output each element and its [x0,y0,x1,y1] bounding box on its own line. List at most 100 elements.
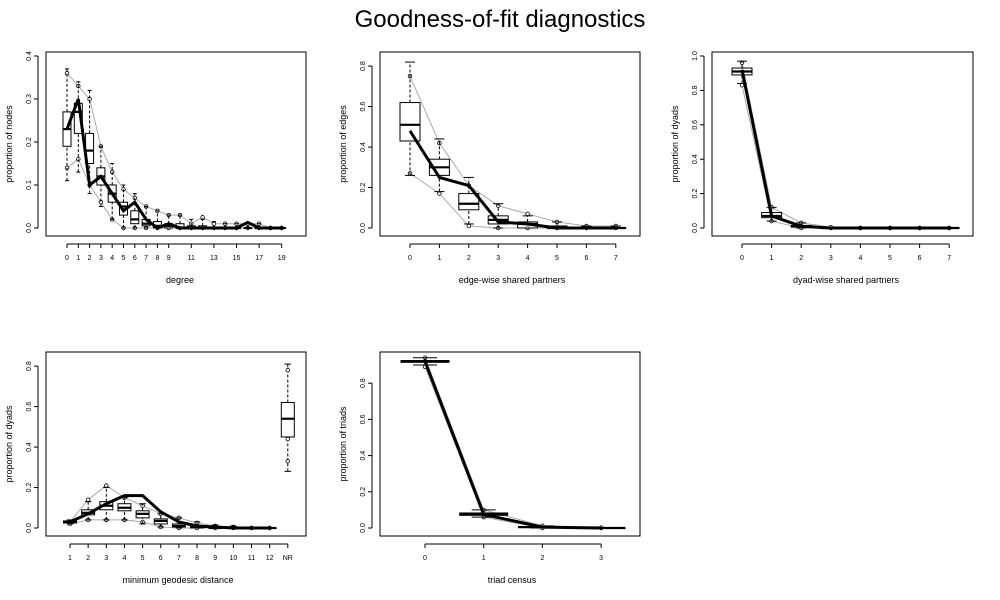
x-tick-label: 2 [86,555,90,562]
x-tick-label: 11 [188,255,195,262]
x-tick-label: 2 [467,255,471,262]
envelope-low-point [437,191,442,196]
x-tick-label: 1 [76,255,80,262]
envelope-high-point [525,211,530,217]
x-tick-label: 8 [195,555,199,562]
x-tick-label: 5 [888,255,892,262]
box-5 [135,503,150,525]
x-tick-label: 0 [65,255,69,262]
x-tick-label: 1 [482,555,486,562]
x-tick-label: 2 [799,255,803,262]
y-tick-label: 0.8 [26,361,33,371]
y-tick-label: 0.2 [692,189,699,199]
plot-frame [45,51,307,237]
plot-frame [379,51,641,237]
panel-2: 0.0 0.2 0.4 0.6 0.8 0 1 2 3 4 5 6 7 edge-wise shared … [338,51,641,285]
x-tick-label: 0 [408,255,412,262]
envelope-high-line [741,62,950,229]
x-tick-label: 9 [167,255,171,262]
x-tick-label: 2 [540,555,544,562]
envelope-low-point [466,223,471,229]
x-axis-title: triad census [488,575,537,585]
y-tick-label: 0.0 [26,523,33,533]
x-tick-label: 0 [740,255,744,262]
x-tick-label: 10 [229,555,237,562]
x-tick-label: NR [283,555,293,562]
y-tick-label: 0.6 [360,102,367,112]
y-tick-label: 0.6 [26,402,33,412]
plot-frame [379,351,641,537]
y-tick-label: 0.0 [360,223,367,233]
x-axis-title: dyad-wise shared partners [793,275,900,285]
x-tick-label: 6 [159,555,163,562]
nr-point [285,459,290,464]
x-tick-label: 8 [155,255,159,262]
box-body [399,102,421,142]
y-axis-title: proportion of triads [338,406,348,482]
x-tick-label: 15 [233,255,241,262]
x-tick-label: 0 [423,555,427,562]
x-tick-label: 9 [213,555,217,562]
y-axis-title: proportion of nodes [4,105,14,183]
x-tick-label: 3 [104,555,108,562]
envelope-low-line [424,366,602,529]
x-tick-label: 3 [496,255,500,262]
x-tick-label: 11 [248,555,255,562]
panel-1: 0.0 0.1 0.2 0.3 0.4 0 1 2 3 4 5 6 7 8 9 11 13 15 17 19 degre… [4,51,307,285]
y-tick-label: 0.2 [26,137,33,147]
observed-line [740,69,950,230]
y-tick-label: 0.4 [360,142,367,152]
x-tick-label: 12 [266,555,274,562]
box-6 [130,193,140,229]
panel-3: 0.0 0.2 0.4 0.6 0.8 1.0 0 1 2 3 4 5 6 7 dyad-wise shar… [670,51,974,285]
envelope-high-point [104,483,109,488]
y-tick-label: 0.0 [26,223,33,233]
plot-frame [45,351,307,537]
envelope-high-point [200,215,205,220]
x-tick-label: 13 [210,255,218,262]
envelope-high-point [85,497,91,502]
y-tick-label: 1.0 [692,51,699,61]
x-tick-label: 6 [918,255,922,262]
x-tick-label: 1 [68,555,72,562]
box-3 [99,487,114,521]
observed-line [65,98,282,230]
y-tick-label: 0.0 [692,223,699,233]
envelope-high-line [409,76,616,227]
box-16 [243,223,253,230]
y-tick-label: 0.2 [26,483,33,493]
x-tick-label: 4 [526,255,530,262]
x-tick-label: 7 [614,255,618,262]
y-tick-label: 0.0 [360,523,367,533]
envelope-high-line [424,357,602,529]
panel-4: 0.00.20.40.60.81 2 3 4 5 6 7 8 9 10 11 12 NRminimum … [4,351,307,585]
x-tick-label: 4 [122,555,126,562]
x-tick-label: 4 [110,255,114,262]
x-tick-label: 6 [584,255,588,262]
y-axis-title: proportion of dyads [670,105,680,183]
y-axis-title: proportion of edges [338,105,348,183]
x-tick-label: 17 [255,255,263,262]
y-tick-label: 0.6 [692,120,699,130]
x-tick-label: 3 [599,555,603,562]
x-axis-title: edge-wise shared partners [459,275,566,285]
x-tick-label: 5 [555,255,559,262]
y-tick-label: 0.8 [360,378,367,388]
nr-point [285,436,290,442]
y-tick-label: 0.1 [26,180,33,190]
envelope-low-line [409,172,616,229]
x-tick-label: 5 [122,255,126,262]
x-tick-label: 2 [88,255,92,262]
y-tick-label: 0.4 [692,154,699,164]
y-tick-label: 0.3 [26,94,33,104]
figure-title: Goodness-of-fit diagnostics [354,6,646,33]
x-tick-label: 4 [858,255,862,262]
y-tick-label: 0.2 [360,487,367,497]
x-tick-label: 7 [947,255,951,262]
observed-line [408,130,616,230]
box-0 [399,61,421,176]
box-NR [280,363,295,472]
x-tick-label: 6 [133,255,137,262]
observed-line [69,494,270,530]
